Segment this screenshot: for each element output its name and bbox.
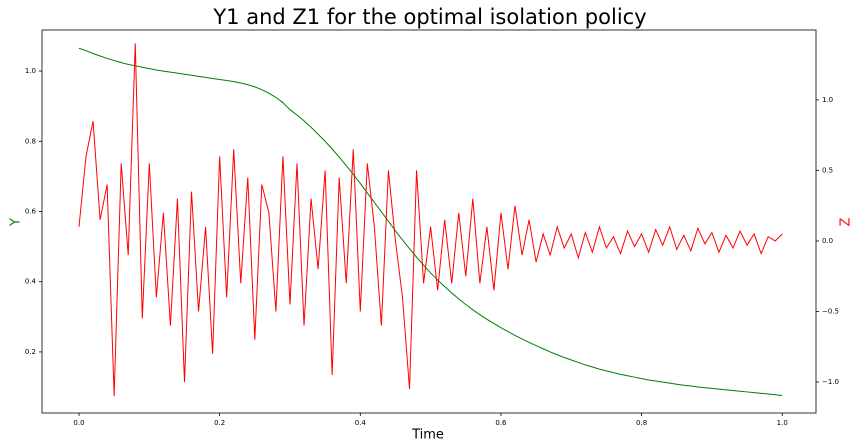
y2-tick-label: 1.0 bbox=[822, 96, 833, 104]
x-tick-label: 0.6 bbox=[495, 419, 507, 427]
y2-axis-label: Z bbox=[839, 217, 854, 226]
y-axis-label: Y bbox=[9, 218, 24, 227]
y2-tick-label: −1.0 bbox=[822, 378, 839, 386]
y2-tick-label: −0.5 bbox=[822, 307, 839, 315]
chart-title: Y1 and Z1 for the optimal isolation poli… bbox=[212, 5, 646, 29]
x-tick-label: 0.0 bbox=[73, 419, 84, 427]
series-line bbox=[78, 47, 783, 396]
y-tick-label: 0.4 bbox=[25, 278, 37, 286]
y2-tick-label: 0.0 bbox=[822, 237, 833, 245]
y-tick-label: 0.2 bbox=[25, 348, 36, 356]
x-tick-label: 1.0 bbox=[777, 419, 788, 427]
y-tick-label: 0.8 bbox=[25, 137, 36, 145]
y-tick-label: 1.0 bbox=[25, 67, 36, 75]
x-axis-label: Time bbox=[411, 428, 444, 443]
x-tick-label: 0.2 bbox=[214, 419, 225, 427]
series-line bbox=[78, 43, 783, 397]
y-tick-label: 0.6 bbox=[25, 207, 37, 215]
x-tick-label: 0.4 bbox=[355, 419, 367, 427]
plot-frame bbox=[41, 29, 817, 414]
x-tick-label: 0.8 bbox=[636, 419, 647, 427]
y2-tick-label: 0.5 bbox=[822, 166, 833, 174]
